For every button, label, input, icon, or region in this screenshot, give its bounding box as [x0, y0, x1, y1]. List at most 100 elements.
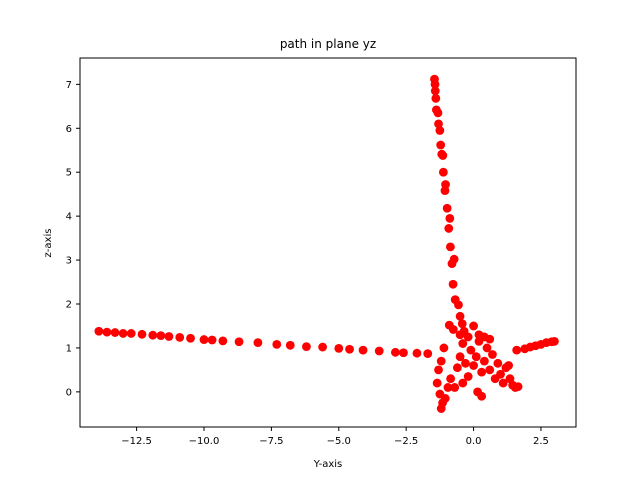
data-point — [457, 319, 467, 329]
y-tick-label: 4 — [66, 212, 72, 223]
data-point — [186, 333, 195, 343]
data-point — [399, 348, 408, 358]
data-point — [199, 335, 209, 344]
data-point — [469, 321, 478, 331]
data-point — [436, 404, 446, 413]
data-point — [496, 369, 505, 379]
data-point — [126, 329, 136, 338]
x-axis-label: Y-axis — [313, 459, 343, 470]
data-point — [438, 167, 448, 177]
data-point — [272, 340, 282, 349]
y-tick-label: 1 — [66, 343, 72, 354]
data-point — [390, 347, 400, 357]
data-point — [471, 352, 481, 362]
data-point — [440, 186, 450, 196]
data-point — [488, 350, 497, 359]
data-point — [463, 332, 473, 342]
x-tick-label: −10.0 — [189, 436, 220, 447]
data-point — [302, 342, 311, 352]
data-point — [436, 140, 446, 150]
data-point — [110, 328, 120, 337]
data-point — [485, 365, 495, 375]
data-point — [164, 332, 174, 341]
data-point — [435, 126, 445, 135]
data-point — [450, 383, 460, 392]
data-point — [455, 311, 465, 321]
data-point — [137, 329, 147, 339]
data-point — [466, 345, 476, 355]
x-tick-label: −5.0 — [327, 436, 351, 447]
y-tick-label: 3 — [66, 256, 72, 267]
data-point — [443, 383, 453, 392]
data-point — [448, 279, 458, 289]
data-point — [455, 330, 465, 340]
data-point — [477, 391, 487, 401]
plot-frame — [79, 57, 577, 428]
data-point — [458, 339, 468, 348]
data-point — [423, 349, 433, 359]
data-point — [512, 345, 522, 355]
data-point — [432, 378, 442, 388]
y-tick-label: 7 — [66, 80, 72, 91]
data-point — [454, 300, 463, 310]
y-tick-label: 0 — [66, 387, 72, 398]
y-tick-label: 6 — [66, 124, 72, 135]
plot-area — [80, 58, 576, 427]
chart-title: path in plane yz — [280, 37, 376, 51]
data-point — [493, 358, 503, 368]
data-point — [118, 329, 128, 338]
data-point — [175, 332, 185, 342]
x-tick-label: 0.0 — [466, 436, 482, 447]
data-point — [94, 326, 104, 336]
data-point — [498, 378, 508, 388]
data-point — [430, 79, 440, 89]
points-layer — [94, 74, 559, 413]
data-point — [444, 320, 454, 330]
x-tick-label: −2.5 — [394, 436, 418, 447]
data-point — [253, 338, 263, 348]
data-point — [234, 337, 244, 347]
data-point — [434, 365, 443, 375]
data-point — [455, 352, 465, 362]
data-point — [440, 394, 450, 403]
data-point — [513, 382, 523, 391]
data-point — [550, 336, 559, 346]
y-ticks: 0 1 2 3 4 5 6 7 — [66, 80, 80, 398]
data-point — [218, 336, 228, 346]
data-point — [442, 203, 452, 213]
data-point — [431, 94, 441, 103]
data-point — [446, 374, 456, 384]
data-point — [358, 345, 368, 355]
data-point — [345, 344, 354, 354]
data-point — [445, 213, 455, 223]
data-point — [430, 86, 440, 96]
x-tick-label: −12.5 — [121, 436, 152, 447]
data-point — [469, 361, 478, 370]
data-point — [434, 119, 443, 129]
y-tick-label: 5 — [66, 168, 72, 179]
data-point — [438, 151, 448, 160]
data-point — [505, 374, 515, 384]
data-point — [334, 343, 344, 353]
data-point — [463, 372, 473, 381]
data-point — [445, 242, 455, 252]
data-point — [477, 367, 487, 377]
data-point — [447, 259, 457, 268]
y-axis-label: z-axis — [43, 229, 54, 258]
data-point — [433, 108, 443, 118]
data-point — [412, 348, 422, 358]
x-tick-label: 2.5 — [533, 436, 549, 447]
data-point — [156, 331, 166, 341]
data-point — [461, 358, 470, 368]
data-point — [285, 340, 295, 350]
data-point — [482, 343, 492, 353]
data-point — [479, 356, 489, 366]
y-tick-label: 2 — [66, 300, 72, 311]
data-point — [148, 330, 158, 340]
data-point — [458, 378, 468, 388]
data-point — [436, 356, 446, 366]
data-point — [485, 334, 495, 344]
data-point — [439, 343, 449, 353]
data-point — [504, 361, 514, 370]
